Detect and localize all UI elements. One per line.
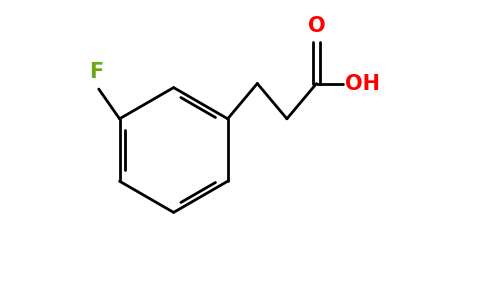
- Text: F: F: [89, 61, 103, 82]
- Text: O: O: [308, 16, 325, 36]
- Text: OH: OH: [345, 74, 380, 94]
